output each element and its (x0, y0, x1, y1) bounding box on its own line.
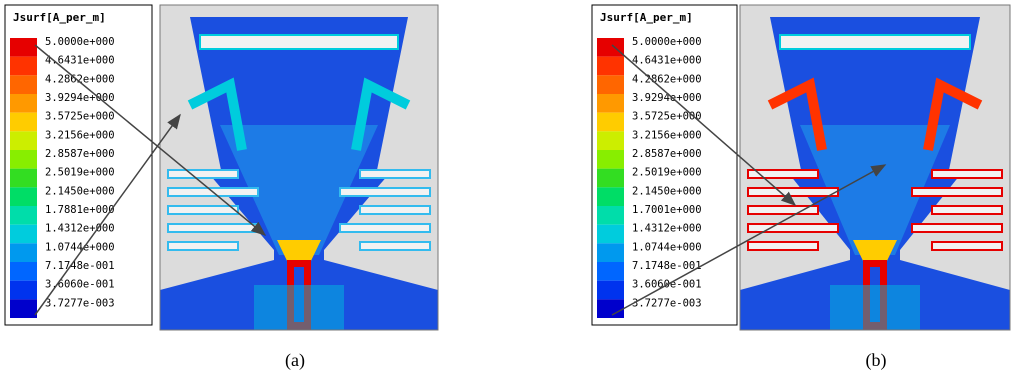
legend-swatch (597, 150, 624, 169)
legend-swatch (10, 113, 37, 132)
figure: Jsurf[A_per_m] 5.0000e+000 4.6431e+000 4.28… (0, 0, 1018, 387)
legend-label: 3.7277e-003 (45, 297, 115, 309)
left-finger (748, 224, 838, 232)
right-finger (932, 170, 1002, 178)
legend-swatch (597, 57, 624, 76)
right-finger (360, 206, 430, 214)
legend-label: 5.0000e+000 (632, 36, 702, 48)
legend-swatch (10, 94, 37, 113)
right-finger (340, 224, 430, 232)
legend-swatch (597, 75, 624, 94)
legend-swatch (10, 169, 37, 188)
legend-label: 3.5725e+000 (45, 111, 115, 123)
legend-swatch (10, 38, 37, 57)
legend-label: 2.1450e+000 (632, 185, 702, 197)
caption: (b) (866, 350, 887, 371)
legend-swatch (597, 169, 624, 188)
legend-swatch (10, 225, 37, 244)
legend-title: Jsurf[A_per_m] (13, 11, 106, 24)
left-finger (748, 242, 818, 250)
right-finger (360, 170, 430, 178)
legend-label: 1.7881e+000 (45, 204, 115, 216)
right-finger (912, 188, 1002, 196)
legend-label: 5.0000e+000 (45, 36, 115, 48)
legend-label: 2.8587e+000 (632, 148, 702, 160)
top-slot (200, 35, 398, 49)
left-finger (168, 170, 238, 178)
legend-swatch (597, 131, 624, 150)
panel: Jsurf[A_per_m] 5.0000e+000 4.6431e+000 4.28… (5, 5, 438, 371)
legend-label: 3.2156e+000 (45, 129, 115, 141)
legend-label: 4.6431e+000 (632, 55, 702, 67)
legend-swatch (10, 299, 37, 318)
legend-swatch (10, 262, 37, 281)
legend-swatch (597, 225, 624, 244)
legend-label: 3.2156e+000 (632, 129, 702, 141)
top-margin (160, 5, 438, 17)
legend-label: 3.6060e-001 (45, 279, 115, 291)
legend-title: Jsurf[A_per_m] (600, 11, 693, 24)
legend-swatch (597, 38, 624, 57)
caption: (a) (285, 350, 305, 371)
right-finger (340, 188, 430, 196)
right-finger (912, 224, 1002, 232)
panel: Jsurf[A_per_m] 5.0000e+000 4.6431e+000 4.28… (592, 5, 1010, 371)
legend-swatch (10, 57, 37, 76)
top-margin (740, 5, 1010, 17)
legend-label: 4.6431e+000 (45, 55, 115, 67)
legend-label: 4.2862e+000 (45, 73, 115, 85)
ground-glow (830, 285, 920, 330)
legend-swatch (10, 243, 37, 262)
left-finger (168, 206, 238, 214)
top-slot (780, 35, 970, 49)
legend-label: 7.1748e-001 (632, 260, 702, 272)
legend-swatch (597, 262, 624, 281)
left-finger (168, 242, 238, 250)
right-finger (932, 242, 1002, 250)
legend-swatch (10, 75, 37, 94)
legend-swatch (10, 206, 37, 225)
legend-label: 1.0744e+000 (632, 241, 702, 253)
legend-swatch (597, 113, 624, 132)
right-finger (360, 242, 430, 250)
legend-swatch (597, 243, 624, 262)
legend-swatch (10, 281, 37, 300)
legend-label: 1.4312e+000 (632, 223, 702, 235)
legend-label: 2.1450e+000 (45, 185, 115, 197)
left-finger (748, 188, 838, 196)
legend-label: 4.2862e+000 (632, 73, 702, 85)
legend-label: 1.7001e+000 (632, 204, 702, 216)
legend-swatch (10, 150, 37, 169)
legend-label: 2.5019e+000 (632, 167, 702, 179)
legend-label: 2.8587e+000 (45, 148, 115, 160)
legend-swatch (597, 206, 624, 225)
ground-glow (254, 285, 344, 330)
legend-swatch (10, 187, 37, 206)
right-finger (932, 206, 1002, 214)
legend-label: 3.5725e+000 (632, 111, 702, 123)
left-finger (168, 224, 258, 232)
legend-label: 1.0744e+000 (45, 241, 115, 253)
legend-label: 1.4312e+000 (45, 223, 115, 235)
legend-label: 7.1748e-001 (45, 260, 115, 272)
legend-swatch (597, 281, 624, 300)
legend-label: 2.5019e+000 (45, 167, 115, 179)
legend-swatch (10, 131, 37, 150)
legend-swatch (597, 299, 624, 318)
legend-swatch (597, 187, 624, 206)
legend-swatch (597, 94, 624, 113)
